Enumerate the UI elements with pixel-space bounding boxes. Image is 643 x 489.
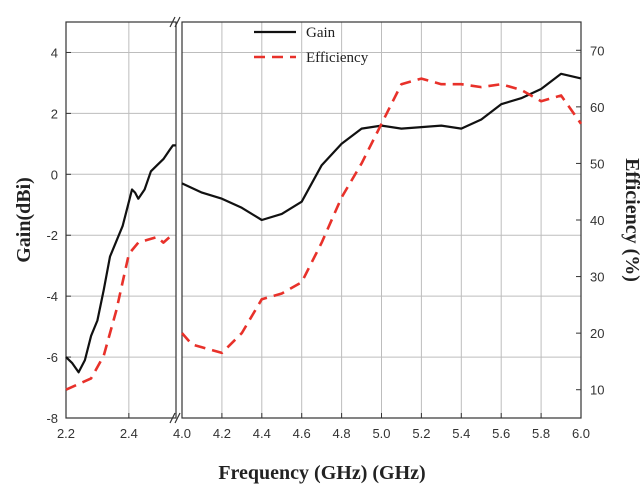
y2-tick-label: 10 — [590, 383, 604, 398]
y-tick-label: 0 — [51, 167, 58, 182]
legend-label-efficiency: Efficiency — [306, 50, 369, 66]
y2-tick-label: 20 — [590, 326, 604, 341]
gain-line — [65, 144, 176, 374]
y2-tick-label: 60 — [590, 100, 604, 115]
x-tick-label: 2.4 — [120, 426, 138, 441]
y-tick-label: 4 — [51, 45, 58, 60]
y-tick-label: -6 — [46, 350, 58, 365]
x-tick-label: 4.0 — [173, 426, 191, 441]
y2-tick-label: 30 — [590, 270, 604, 285]
y-tick-label: -4 — [46, 289, 58, 304]
x-tick-label: 2.2 — [57, 426, 75, 441]
x-tick-label: 5.0 — [372, 426, 390, 441]
efficiency-line — [65, 235, 176, 391]
axis-break-mark — [174, 16, 181, 28]
x-tick-label: 4.8 — [333, 426, 351, 441]
axis-break-mark — [169, 412, 176, 424]
y-tick-label: -8 — [46, 411, 58, 426]
legend-label-gain: Gain — [306, 25, 336, 41]
y2-tick-label: 40 — [590, 213, 604, 228]
y2-tick-label: 70 — [590, 43, 604, 58]
y-tick-label: -2 — [46, 228, 58, 243]
axis-break-mark — [174, 412, 181, 424]
x-tick-label: 5.6 — [492, 426, 510, 441]
y2-axis-title: Efficiency (%) — [621, 158, 643, 282]
x-tick-label: 4.2 — [213, 426, 231, 441]
x-tick-label: 4.6 — [293, 426, 311, 441]
axis-break-mark — [169, 16, 176, 28]
y2-tick-label: 50 — [590, 156, 604, 171]
x-tick-label: 5.4 — [452, 426, 470, 441]
x-axis-title: Frequency (GHz) (GHz) — [218, 462, 425, 484]
x-tick-label: 5.8 — [532, 426, 550, 441]
y-tick-label: 2 — [51, 106, 58, 121]
plot-frame-left — [65, 21, 177, 419]
efficiency-line — [181, 77, 583, 355]
x-tick-label: 4.4 — [253, 426, 271, 441]
y-axis-title: Gain(dBi) — [13, 177, 35, 263]
x-tick-label: 6.0 — [572, 426, 590, 441]
x-tick-label: 5.2 — [412, 426, 430, 441]
